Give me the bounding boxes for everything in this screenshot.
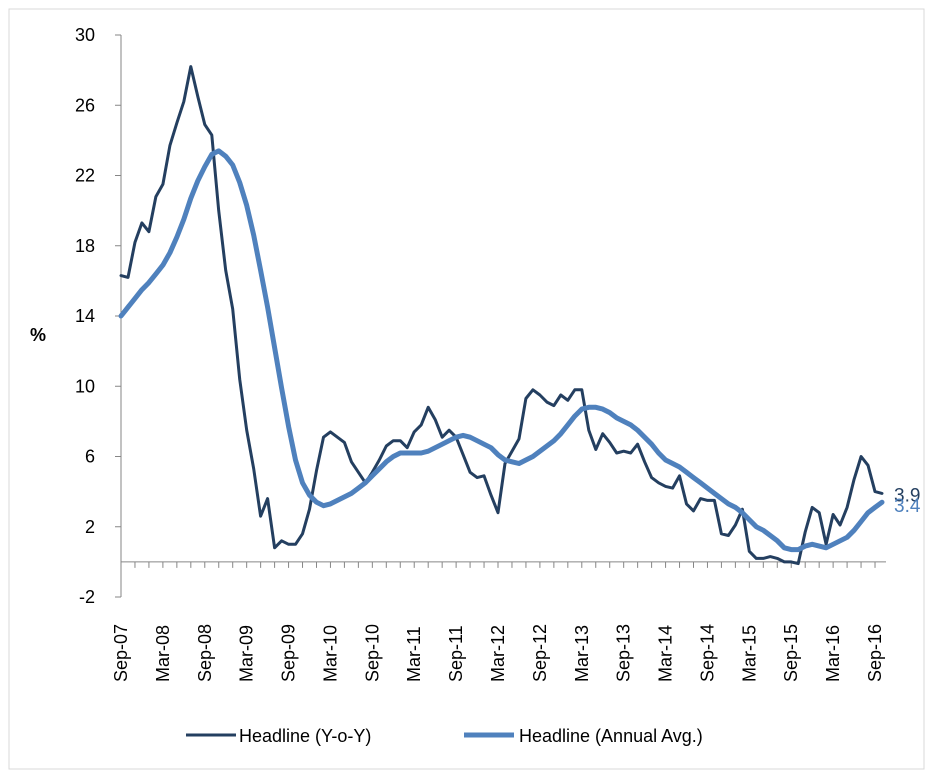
- y-tick-label: -2: [79, 587, 95, 607]
- end-value-label-annual: 3.4: [894, 496, 921, 517]
- y-tick-label: 22: [75, 166, 95, 186]
- y-tick-label: 30: [75, 25, 95, 45]
- x-tick-label: Mar-09: [237, 625, 257, 682]
- legend-label-yoy: Headline (Y-o-Y): [239, 726, 371, 746]
- x-tick-label: Sep-11: [446, 625, 466, 682]
- x-tick-label: Sep-14: [697, 624, 717, 682]
- x-tick-label: Mar-15: [739, 625, 759, 682]
- x-tick-label: Sep-10: [362, 624, 382, 682]
- y-tick-label: 18: [75, 236, 95, 256]
- y-tick-label: 14: [75, 306, 95, 326]
- x-tick-label: Sep-09: [279, 624, 299, 682]
- y-tick-label: 26: [75, 95, 95, 115]
- x-tick-label: Mar-13: [572, 625, 592, 682]
- series-line-yoy: [119, 65, 884, 566]
- x-tick-label: Sep-08: [195, 624, 215, 682]
- x-tick-label: Sep-12: [530, 624, 550, 682]
- y-tick-label: 6: [85, 447, 95, 467]
- x-tick-label: Mar-16: [823, 625, 843, 682]
- x-tick-label: Sep-16: [865, 624, 885, 682]
- x-tick-label: Mar-14: [656, 625, 676, 682]
- x-tick-label: Sep-07: [111, 624, 131, 682]
- end-value-label-yoy: 3.9: [894, 485, 920, 506]
- chart-border: [8, 8, 925, 770]
- x-tick-label: Sep-13: [614, 624, 634, 682]
- series-line-annual: [118, 148, 885, 553]
- x-tick-label: Mar-08: [153, 625, 173, 682]
- legend: Headline (Y-o-Y) Headline (Annual Avg.): [186, 726, 703, 746]
- x-tick-label: Mar-12: [488, 625, 508, 682]
- x-tick-label: Mar-10: [320, 625, 340, 682]
- x-tick-label: Sep-15: [781, 624, 801, 682]
- x-tick-label: Mar-11: [404, 626, 424, 682]
- y-tick-label: 10: [75, 376, 95, 396]
- legend-label-annual: Headline (Annual Avg.): [519, 726, 703, 746]
- y-tick-label: 2: [85, 517, 95, 537]
- y-axis-label: %: [30, 325, 46, 345]
